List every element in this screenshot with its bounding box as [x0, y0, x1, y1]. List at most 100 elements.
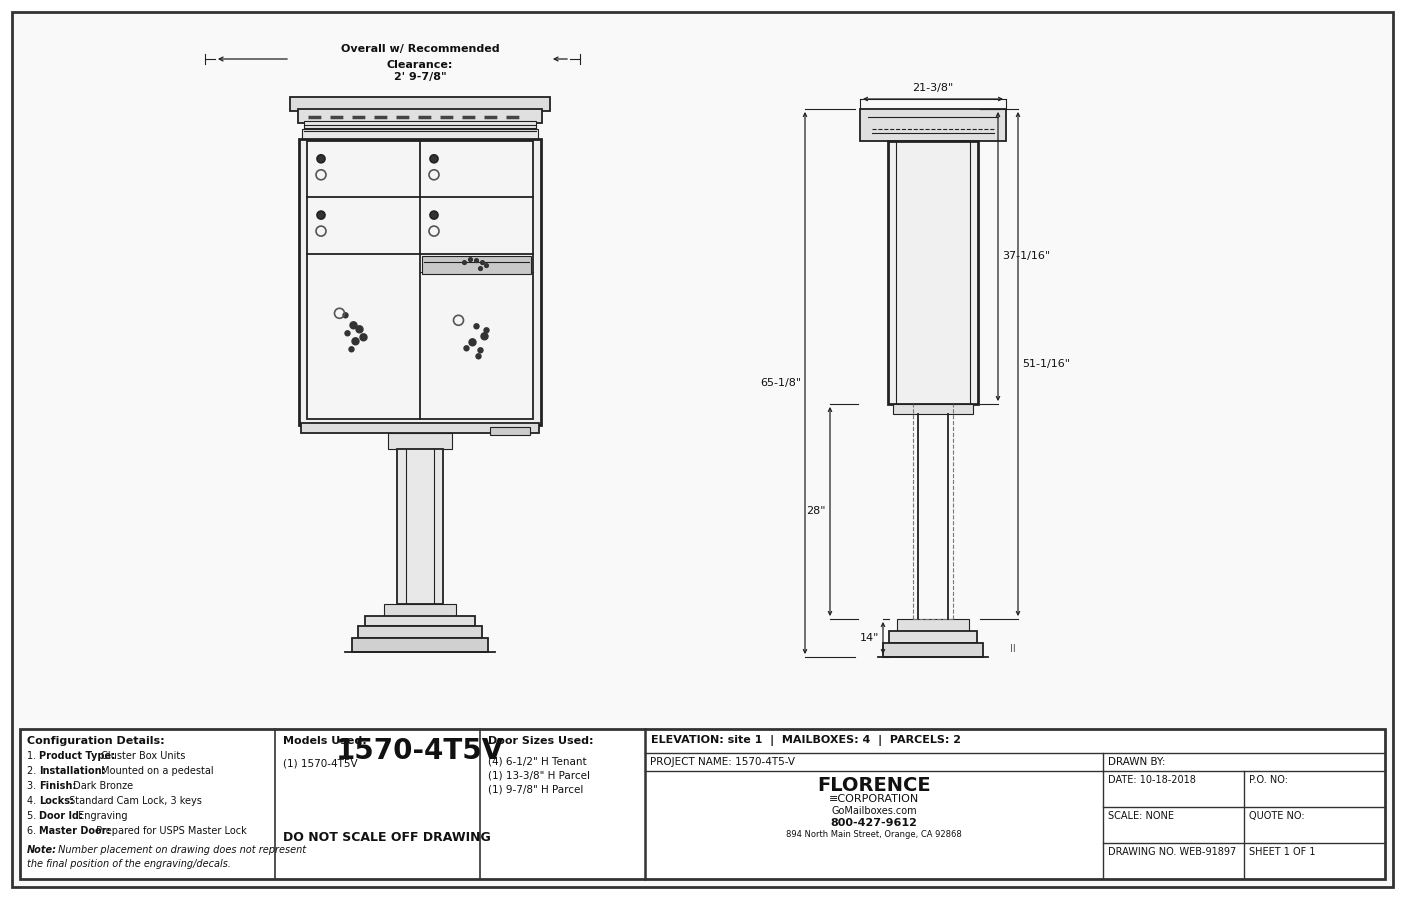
- Text: (1) 13-3/8" H Parcel: (1) 13-3/8" H Parcel: [488, 771, 590, 781]
- Text: PROJECT NAME: 1570-4T5-V: PROJECT NAME: 1570-4T5-V: [651, 757, 795, 767]
- Bar: [302, 129, 538, 139]
- Bar: [303, 121, 535, 131]
- Circle shape: [318, 155, 325, 163]
- Circle shape: [476, 354, 481, 359]
- Text: Note:: Note:: [27, 845, 58, 855]
- Bar: [889, 631, 976, 643]
- Circle shape: [473, 324, 479, 329]
- Text: 5.: 5.: [27, 811, 39, 821]
- Text: ELEVATION: site 1  |  MAILBOXES: 4  |  PARCELS: 2: ELEVATION: site 1 | MAILBOXES: 4 | PARCE…: [651, 735, 961, 746]
- Circle shape: [318, 211, 325, 219]
- Circle shape: [346, 331, 350, 336]
- Circle shape: [478, 348, 483, 352]
- Text: 51-1/16": 51-1/16": [1021, 359, 1071, 369]
- Text: 37-1/16": 37-1/16": [1002, 252, 1050, 262]
- Circle shape: [343, 313, 348, 317]
- Text: Locks:: Locks:: [39, 796, 74, 806]
- Text: (1) 1570-4T5V: (1) 1570-4T5V: [282, 759, 358, 769]
- Circle shape: [355, 325, 362, 333]
- Text: DRAWING NO. WEB-91897: DRAWING NO. WEB-91897: [1109, 847, 1236, 857]
- Bar: [388, 433, 452, 449]
- Bar: [308, 141, 532, 419]
- Circle shape: [430, 155, 438, 163]
- Text: 1570-4T5V: 1570-4T5V: [336, 737, 504, 765]
- Text: FLORENCE: FLORENCE: [818, 776, 932, 795]
- Text: 3.: 3.: [27, 781, 39, 791]
- Text: (4) 6-1/2" H Tenant: (4) 6-1/2" H Tenant: [488, 757, 587, 767]
- Text: 4.: 4.: [27, 796, 39, 806]
- Circle shape: [485, 263, 489, 268]
- Text: 65-1/8": 65-1/8": [760, 378, 801, 388]
- Text: Overall w/ Recommended: Overall w/ Recommended: [340, 44, 499, 54]
- Bar: [299, 139, 541, 425]
- Text: Mounted on a pedestal: Mounted on a pedestal: [97, 766, 214, 776]
- Circle shape: [348, 347, 354, 352]
- Text: (1) 9-7/8" H Parcel: (1) 9-7/8" H Parcel: [488, 785, 583, 795]
- Text: Door Sizes Used:: Door Sizes Used:: [488, 736, 593, 746]
- Text: 800-427-9612: 800-427-9612: [830, 818, 917, 828]
- Text: DATE: 10-18-2018: DATE: 10-18-2018: [1109, 775, 1196, 785]
- Circle shape: [483, 328, 489, 333]
- Circle shape: [353, 338, 360, 345]
- Text: Models Used:: Models Used:: [282, 736, 367, 746]
- Text: Configuration Details:: Configuration Details:: [27, 736, 164, 746]
- Circle shape: [430, 211, 438, 219]
- Text: ≡CORPORATION: ≡CORPORATION: [829, 794, 919, 804]
- Bar: [289, 97, 549, 111]
- Bar: [860, 109, 1006, 141]
- Text: Cluster Box Units: Cluster Box Units: [97, 751, 185, 761]
- Text: 6.: 6.: [27, 826, 39, 836]
- Bar: [398, 449, 443, 604]
- Text: 2' 9-7/8": 2' 9-7/8": [393, 72, 447, 82]
- Circle shape: [475, 259, 479, 263]
- Text: Engraving: Engraving: [74, 811, 128, 821]
- Text: 2.: 2.: [27, 766, 39, 776]
- Bar: [353, 638, 488, 652]
- Text: Standard Cam Lock, 3 keys: Standard Cam Lock, 3 keys: [66, 796, 202, 806]
- Text: Number placement on drawing does not represent: Number placement on drawing does not rep…: [55, 845, 306, 855]
- Text: Door Id:: Door Id:: [39, 811, 83, 821]
- Bar: [888, 141, 978, 404]
- Bar: [365, 616, 475, 626]
- Text: 28": 28": [806, 506, 826, 517]
- Circle shape: [468, 258, 472, 262]
- Circle shape: [481, 261, 485, 264]
- Text: 1.: 1.: [27, 751, 39, 761]
- Bar: [20, 729, 1385, 879]
- Circle shape: [481, 333, 488, 340]
- Text: 894 North Main Street, Orange, CA 92868: 894 North Main Street, Orange, CA 92868: [787, 830, 962, 839]
- Text: II: II: [1010, 644, 1016, 654]
- Text: Finish:: Finish:: [39, 781, 76, 791]
- Bar: [384, 604, 457, 616]
- Bar: [301, 423, 540, 433]
- Bar: [896, 619, 969, 631]
- Circle shape: [360, 334, 367, 341]
- Text: the final position of the engraving/decals.: the final position of the engraving/deca…: [27, 859, 230, 869]
- Bar: [358, 626, 482, 638]
- Circle shape: [469, 339, 476, 346]
- Circle shape: [464, 346, 469, 351]
- Text: DRAWN BY:: DRAWN BY:: [1109, 757, 1166, 767]
- Text: QUOTE NO:: QUOTE NO:: [1249, 811, 1305, 821]
- Text: SCALE: NONE: SCALE: NONE: [1109, 811, 1175, 821]
- Text: Dark Bronze: Dark Bronze: [70, 781, 133, 791]
- Text: P.O. NO:: P.O. NO:: [1249, 775, 1288, 785]
- Text: SHEET 1 OF 1: SHEET 1 OF 1: [1249, 847, 1315, 857]
- Bar: [490, 427, 530, 435]
- Bar: [298, 109, 542, 123]
- Text: Clearance:: Clearance:: [386, 60, 454, 70]
- Bar: [882, 643, 984, 657]
- Circle shape: [350, 322, 357, 329]
- Text: GoMailboxes.com: GoMailboxes.com: [832, 806, 917, 816]
- Circle shape: [479, 267, 482, 271]
- Text: 14": 14": [860, 633, 880, 643]
- Text: Prepared for USPS Master Lock: Prepared for USPS Master Lock: [93, 826, 247, 836]
- Bar: [422, 255, 531, 273]
- Bar: [894, 404, 974, 414]
- Circle shape: [462, 261, 466, 264]
- Text: 21-3/8": 21-3/8": [912, 83, 954, 93]
- Text: Installation:: Installation:: [39, 766, 105, 776]
- Text: Master Door:: Master Door:: [39, 826, 111, 836]
- Text: Product Type:: Product Type:: [39, 751, 115, 761]
- Text: DO NOT SCALE OFF DRAWING: DO NOT SCALE OFF DRAWING: [282, 831, 490, 844]
